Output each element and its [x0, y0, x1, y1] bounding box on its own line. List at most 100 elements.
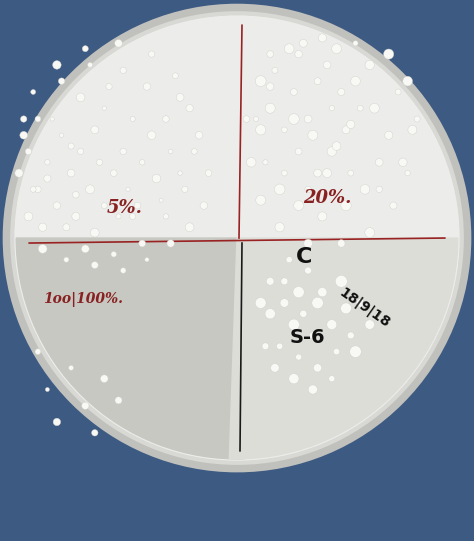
Circle shape [77, 148, 84, 155]
Circle shape [390, 202, 397, 209]
Wedge shape [229, 238, 458, 459]
Circle shape [338, 88, 345, 96]
Circle shape [304, 239, 312, 248]
Circle shape [276, 343, 283, 349]
Circle shape [305, 186, 311, 193]
Circle shape [182, 186, 188, 193]
Circle shape [82, 245, 89, 253]
Circle shape [58, 78, 65, 84]
Text: 18|9|18: 18|9|18 [337, 286, 392, 331]
Circle shape [414, 116, 420, 122]
Circle shape [375, 159, 383, 166]
Circle shape [310, 332, 316, 339]
Circle shape [143, 83, 151, 90]
Circle shape [384, 131, 393, 140]
Circle shape [323, 169, 331, 177]
Circle shape [53, 61, 61, 69]
Circle shape [120, 67, 127, 74]
Circle shape [274, 184, 285, 195]
Circle shape [88, 62, 92, 68]
Circle shape [405, 170, 410, 176]
Circle shape [272, 67, 278, 74]
Circle shape [329, 105, 335, 111]
Circle shape [365, 60, 374, 70]
Circle shape [284, 44, 294, 54]
Circle shape [337, 240, 345, 247]
Circle shape [256, 195, 265, 205]
Circle shape [15, 169, 23, 177]
Circle shape [263, 160, 268, 165]
Circle shape [399, 158, 407, 167]
Circle shape [341, 303, 351, 314]
Circle shape [347, 332, 354, 339]
Circle shape [31, 89, 36, 95]
Circle shape [91, 228, 99, 237]
Circle shape [295, 148, 302, 155]
Circle shape [152, 174, 161, 183]
Circle shape [370, 103, 379, 113]
Circle shape [282, 127, 287, 133]
Circle shape [24, 212, 33, 221]
Circle shape [35, 186, 41, 193]
Circle shape [383, 49, 394, 59]
Circle shape [115, 397, 122, 404]
Circle shape [265, 308, 275, 319]
Circle shape [305, 267, 311, 274]
Circle shape [64, 257, 69, 262]
Circle shape [86, 185, 94, 194]
Circle shape [134, 202, 141, 209]
Circle shape [186, 104, 193, 112]
Circle shape [365, 228, 374, 237]
Circle shape [76, 93, 85, 102]
Circle shape [291, 89, 297, 95]
Circle shape [300, 39, 307, 47]
Circle shape [318, 212, 327, 221]
Circle shape [168, 149, 173, 154]
Circle shape [351, 76, 360, 86]
Circle shape [82, 402, 89, 410]
Circle shape [147, 131, 156, 140]
Circle shape [130, 116, 135, 122]
Circle shape [314, 169, 321, 177]
Circle shape [348, 170, 354, 176]
Circle shape [176, 94, 184, 101]
Circle shape [4, 5, 470, 471]
Circle shape [271, 364, 279, 372]
Circle shape [111, 252, 117, 257]
Circle shape [408, 126, 417, 134]
Circle shape [82, 45, 88, 52]
Circle shape [145, 258, 149, 262]
Circle shape [53, 418, 61, 426]
Circle shape [148, 51, 155, 57]
Circle shape [120, 148, 127, 155]
Circle shape [281, 278, 288, 285]
Circle shape [44, 175, 51, 182]
Circle shape [63, 224, 70, 230]
Circle shape [294, 201, 303, 210]
Circle shape [68, 143, 74, 149]
Circle shape [255, 125, 266, 135]
Circle shape [280, 299, 289, 307]
Circle shape [255, 76, 266, 87]
Circle shape [106, 83, 112, 90]
Circle shape [59, 133, 64, 137]
Circle shape [341, 200, 351, 211]
Circle shape [91, 262, 98, 268]
Circle shape [329, 375, 335, 382]
Circle shape [333, 348, 340, 355]
Circle shape [318, 287, 327, 297]
Circle shape [163, 116, 169, 122]
Circle shape [350, 346, 361, 358]
Circle shape [97, 159, 102, 166]
Circle shape [293, 287, 304, 298]
Circle shape [116, 214, 121, 219]
Circle shape [243, 116, 250, 122]
Circle shape [314, 78, 321, 84]
Circle shape [130, 213, 136, 220]
Circle shape [139, 160, 145, 165]
Circle shape [20, 116, 27, 122]
Text: 5%.: 5%. [107, 199, 143, 217]
Circle shape [110, 170, 117, 176]
Circle shape [357, 105, 363, 111]
Text: S-6: S-6 [289, 328, 325, 347]
